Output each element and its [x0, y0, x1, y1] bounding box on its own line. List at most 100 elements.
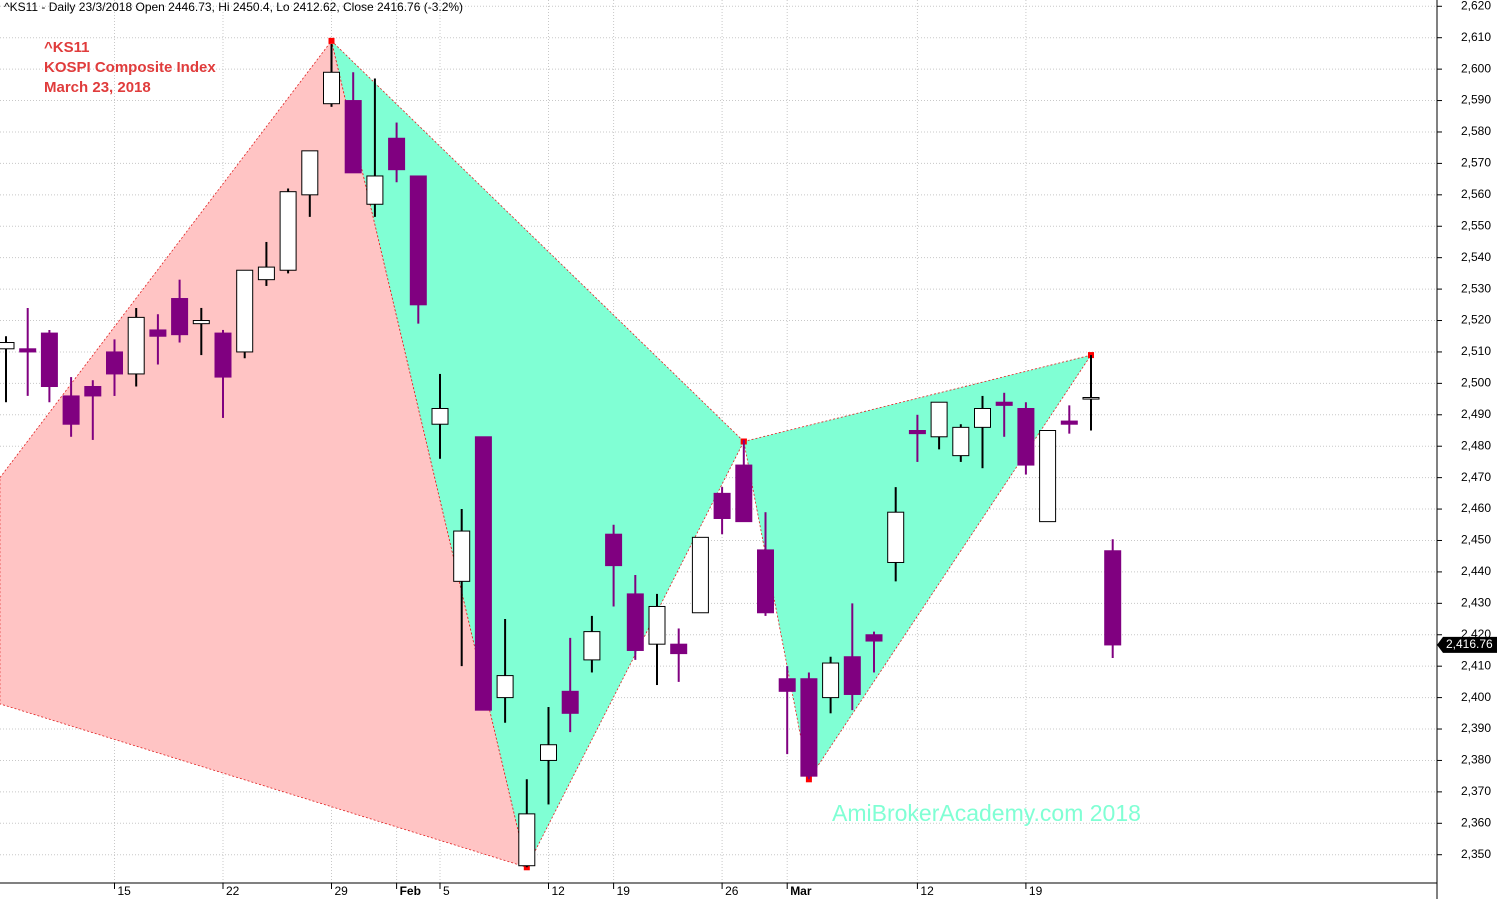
candle-body: [388, 137, 406, 171]
candle-body: [127, 316, 145, 375]
candle-body: [1104, 550, 1122, 646]
last-price-label: 2,416.76: [1446, 637, 1493, 651]
candle-body: [0, 342, 15, 350]
candle-body: [62, 395, 80, 425]
x-tick-label: 26: [725, 884, 739, 898]
candle-body: [605, 533, 623, 567]
x-tick-label: Feb: [400, 884, 421, 898]
candle-body: [843, 656, 861, 695]
candle-body: [84, 386, 102, 397]
candle-body: [757, 549, 774, 614]
candle-body: [800, 678, 818, 777]
candle-body: [214, 332, 232, 378]
candle-body: [735, 464, 753, 523]
y-tick-label: 2,360: [1461, 815, 1491, 829]
candle-body: [236, 269, 254, 353]
candle-body: [995, 401, 1013, 406]
candle-body: [257, 266, 275, 281]
watermark: AmiBrokerAcademy.com 2018: [832, 800, 1141, 826]
y-tick-label: 2,350: [1461, 847, 1491, 861]
legend-line: KOSPI Composite Index: [44, 59, 216, 76]
candle-body: [1017, 408, 1035, 466]
x-tick-label: 12: [920, 884, 934, 898]
candle-body: [301, 150, 319, 196]
x-tick-label: 12: [552, 884, 566, 898]
candle-body: [1082, 397, 1100, 400]
y-tick-label: 2,530: [1461, 281, 1491, 295]
candle-body: [908, 430, 926, 435]
y-tick-label: 2,390: [1461, 721, 1491, 735]
candle-body: [474, 436, 492, 711]
y-tick-label: 2,560: [1461, 187, 1491, 201]
y-tick-label: 2,380: [1461, 753, 1491, 767]
candle-body: [366, 175, 384, 205]
y-tick-label: 2,620: [1461, 0, 1491, 12]
y-tick-label: 2,450: [1461, 533, 1491, 547]
y-tick-label: 2,540: [1461, 250, 1491, 264]
header: ^KS11 - Daily 23/3/2018 Open 2446.73, Hi…: [4, 0, 463, 14]
x-tick-label: 29: [335, 884, 349, 898]
candle-body: [106, 351, 123, 375]
x-tick-label: 22: [226, 884, 240, 898]
y-tick-label: 2,600: [1461, 61, 1491, 75]
candle-body: [540, 744, 557, 761]
candle-body: [626, 593, 644, 651]
candle-body: [518, 813, 536, 867]
y-tick-label: 2,520: [1461, 313, 1491, 327]
y-tick-label: 2,580: [1461, 124, 1491, 138]
y-tick-label: 2,500: [1461, 376, 1491, 390]
y-tick-label: 2,570: [1461, 156, 1491, 170]
y-tick-label: 2,440: [1461, 564, 1491, 578]
x-tick-label: 5: [443, 884, 450, 898]
y-tick-label: 2,510: [1461, 344, 1491, 358]
y-tick-label: 2,480: [1461, 438, 1491, 452]
candle-body: [865, 634, 883, 642]
candle-body: [583, 631, 601, 661]
candle-body: [453, 530, 471, 582]
candle-body: [19, 348, 37, 353]
candle-body: [974, 408, 991, 428]
x-tick-label: 19: [617, 884, 631, 898]
candle-body: [1039, 430, 1057, 523]
y-tick-label: 2,430: [1461, 596, 1491, 610]
candle-body: [561, 690, 579, 714]
candle-body: [691, 536, 709, 614]
candle-body: [171, 298, 189, 336]
candle-body: [1060, 420, 1078, 425]
y-tick-label: 2,590: [1461, 93, 1491, 107]
y-tick-label: 2,490: [1461, 407, 1491, 421]
legend-line: ^KS11: [44, 39, 89, 56]
x-tick-label: 15: [118, 884, 132, 898]
candle-body: [648, 605, 666, 645]
y-tick-label: 2,460: [1461, 501, 1491, 515]
candle-body: [952, 426, 970, 457]
y-tick-label: 2,470: [1461, 470, 1491, 484]
y-tick-label: 2,370: [1461, 784, 1491, 798]
x-tick-label: 19: [1029, 884, 1043, 898]
candle-body: [344, 100, 362, 174]
y-tick-label: 2,550: [1461, 218, 1491, 232]
last-price-tag: [1437, 636, 1497, 653]
y-tick-label: 2,410: [1461, 658, 1491, 672]
candle-body: [192, 320, 210, 325]
candle-body: [930, 401, 948, 438]
candle-body: [887, 511, 905, 563]
candle-body: [822, 662, 840, 699]
y-tick-label: 2,610: [1461, 30, 1491, 44]
candle-body: [670, 643, 688, 655]
candle-body: [149, 329, 167, 337]
legend-line: March 23, 2018: [44, 79, 151, 96]
x-tick-label: Mar: [790, 884, 812, 898]
candle-body: [778, 678, 796, 692]
candles: [0, 43, 1122, 868]
pivot-marker: [328, 37, 335, 44]
y-tick-label: 2,400: [1461, 690, 1491, 704]
candle-body: [713, 492, 731, 519]
candle-body: [496, 675, 514, 699]
candle-body: [323, 71, 340, 105]
candle-body: [409, 175, 427, 306]
candle-body: [40, 332, 58, 388]
